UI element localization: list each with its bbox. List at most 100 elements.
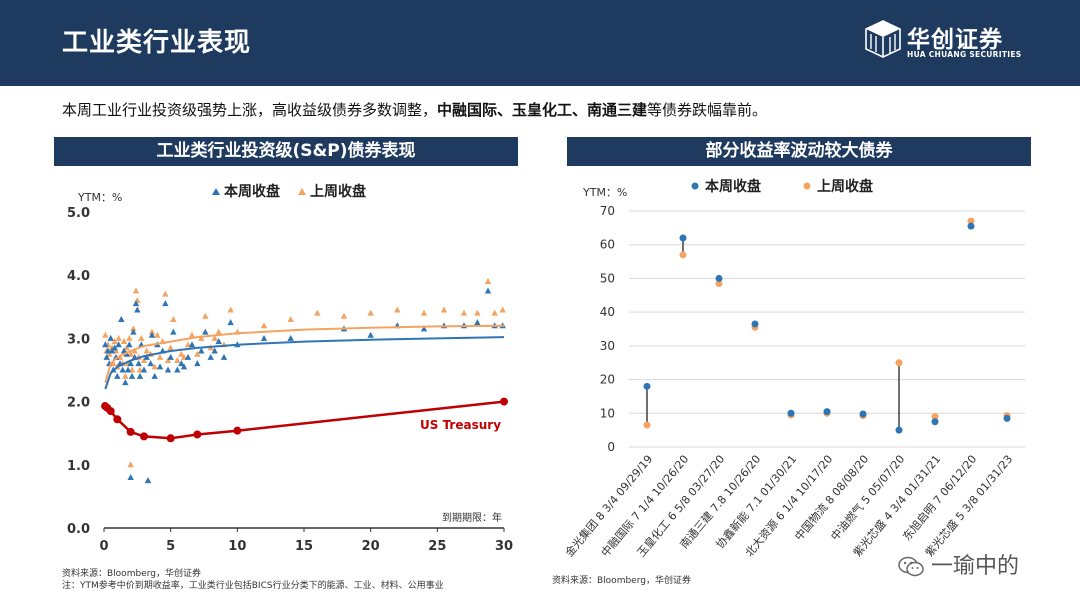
y-tick-label: 20 (600, 373, 615, 387)
legend-label: 上周收盘 (817, 178, 873, 195)
this-week-point (198, 347, 205, 354)
last-week-point (215, 328, 222, 335)
this-week-point (967, 222, 975, 230)
us-treasury-point (193, 430, 202, 439)
this-week-point (108, 347, 116, 354)
y-tick-label: 0.0 (67, 522, 90, 537)
y-tick-label: 5.0 (67, 206, 90, 221)
this-week-fit-line (104, 336, 505, 390)
us-treasury-point (140, 432, 148, 441)
legend-marker (298, 188, 306, 195)
last-week-point (106, 350, 113, 357)
last-week-point (174, 357, 181, 364)
this-week-point (107, 334, 114, 341)
this-week-point (118, 315, 125, 322)
this-week-point (111, 344, 118, 351)
legend-marker (803, 182, 811, 190)
last-week-point (460, 309, 468, 316)
last-week-point (967, 217, 975, 225)
this-week-point (215, 338, 222, 345)
last-week-point (491, 309, 498, 316)
this-week-point (474, 319, 481, 326)
this-week-point (162, 300, 169, 307)
this-week-point (156, 363, 164, 370)
this-week-point (859, 410, 867, 418)
left-source: 资料来源：Bloomberg，华创证券 (62, 569, 201, 579)
y-tick-label: 1.0 (67, 459, 90, 474)
scatter-chart: 0.0 1.0 2.0 3.0 4.0 5.0 0 5 10 15 20 25 30 YTM：% 到期期限：… (67, 183, 513, 554)
x-tick-label: 10 (228, 539, 246, 554)
us-treasury-point (233, 426, 242, 435)
y-tick-label: 4.0 (67, 269, 90, 284)
last-week-point (394, 306, 401, 313)
last-week-point (115, 334, 122, 341)
left-note: 注：YTM参考中价到期收益率，工业类行业包括BICS行业分类下的能源、工业、材料… (62, 581, 444, 591)
legend-marker (691, 182, 699, 190)
us-treasury-point (166, 434, 175, 443)
last-week-point (126, 334, 133, 341)
logo-cube-icon (865, 20, 901, 58)
last-week-point (679, 251, 687, 259)
this-week-point (134, 306, 141, 313)
this-week-point (102, 341, 109, 348)
y-tick-label: 30 (600, 339, 615, 353)
y-tick-label: 3.0 (67, 332, 90, 347)
this-week-point (643, 382, 651, 390)
last-week-point (178, 350, 185, 357)
last-week-point (154, 331, 161, 338)
this-week-point (211, 347, 218, 354)
page-header: 工业类行业表现 华创证券 HUA CHUANG SECURITIES (0, 0, 1080, 86)
this-week-point (202, 328, 209, 335)
last-week-point (130, 325, 137, 332)
x-tick-label: 20 (362, 539, 380, 554)
this-week-point (135, 360, 142, 367)
us-treasury-point (126, 427, 135, 436)
this-week-point (136, 372, 144, 379)
last-week-point (314, 309, 321, 316)
last-week-fit-line (104, 324, 505, 383)
last-week-point (136, 366, 144, 373)
y-tick-label: 50 (600, 271, 615, 285)
last-week-point (180, 353, 188, 360)
last-week-point (122, 372, 129, 379)
x-tick-label: 30 (495, 539, 513, 554)
this-week-point (931, 418, 939, 426)
y-tick-label: 2.0 (67, 396, 90, 411)
this-week-point (170, 328, 177, 335)
last-week-point (202, 312, 209, 319)
page-title: 工业类行业表现 (62, 28, 252, 58)
last-week-point (164, 357, 172, 364)
this-week-point (1003, 414, 1011, 422)
last-week-point (260, 322, 268, 329)
right-source: 资料来源：Bloomberg，华创证券 (552, 576, 691, 586)
us-treasury-point (113, 415, 122, 424)
last-week-point (120, 338, 128, 345)
last-week-point (440, 306, 448, 313)
this-week-point (420, 325, 428, 332)
y-tick-label: 40 (600, 305, 615, 319)
last-week-point (128, 366, 136, 373)
last-week-point (143, 347, 150, 354)
legend-label: 本周收盘 (224, 183, 280, 200)
this-week-point (164, 366, 172, 373)
y-axis-label: YTM：% (582, 186, 627, 199)
last-week-point (102, 331, 109, 338)
last-week-point (715, 279, 723, 287)
this-week-point (260, 334, 268, 341)
this-week-point (188, 341, 196, 348)
this-week-point (207, 353, 214, 360)
us-treasury-label: US Treasury (420, 418, 501, 432)
summary-text: 本周工业行业投资级强势上涨，高收益级债券多数调整，中融国际、玉皇化工、南通三建等… (62, 99, 767, 120)
last-week-point (127, 461, 134, 468)
this-week-point (151, 372, 158, 379)
summary-part1: 本周工业行业投资级强势上涨，高收益级债券多数调整， (62, 101, 438, 119)
last-week-point (111, 338, 118, 345)
last-week-point (112, 347, 120, 354)
last-week-point (170, 315, 177, 322)
right-panel-title: 部分收益率波动较大债券 (567, 137, 1031, 166)
this-week-point (895, 426, 903, 434)
this-week-point (484, 287, 492, 294)
this-week-point (287, 334, 294, 341)
last-week-point (132, 287, 140, 294)
